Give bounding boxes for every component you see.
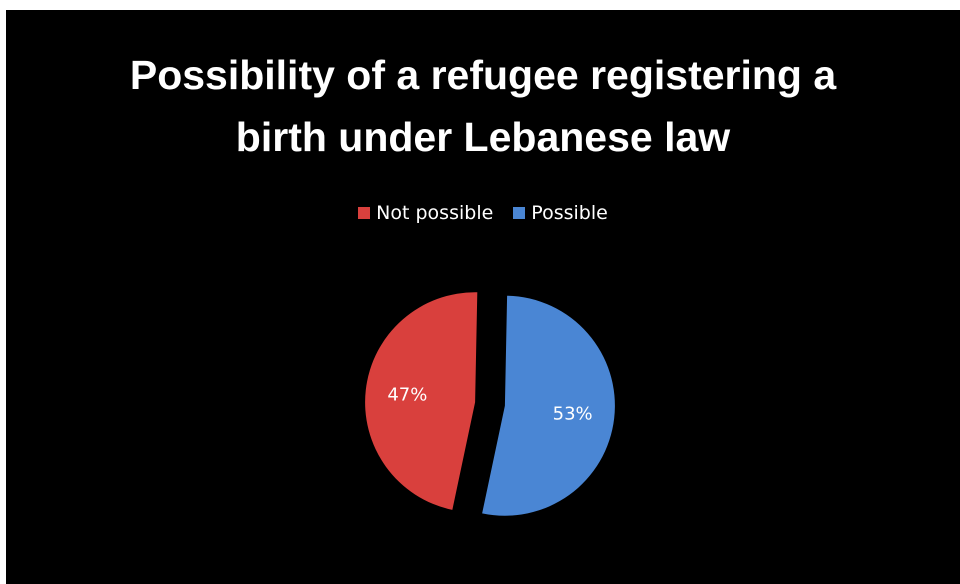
legend-item-possible: Possible bbox=[513, 202, 608, 224]
legend-label-not-possible: Not possible bbox=[376, 202, 494, 224]
chart-area: Possibility of a refugee registering a b… bbox=[6, 10, 960, 584]
legend-label-possible: Possible bbox=[531, 202, 608, 224]
legend-swatch-not-possible bbox=[358, 207, 371, 219]
legend-item-not-possible: Not possible bbox=[358, 202, 493, 224]
pie-slice-not-possible bbox=[365, 292, 478, 510]
legend: Not possible Possible bbox=[6, 202, 960, 224]
chart-title-line-1: Possibility of a refugee registering a bbox=[129, 52, 837, 98]
chart-title: Possibility of a refugee registering a b… bbox=[6, 44, 960, 168]
data-label-not-possible: 47% bbox=[387, 385, 427, 406]
data-label-possible: 53% bbox=[553, 403, 593, 424]
pie-slice-possible bbox=[482, 295, 615, 516]
pie-chart: 47% 53% bbox=[365, 292, 615, 516]
chart-title-line-2: birth under Lebanese law bbox=[235, 114, 731, 160]
legend-swatch-possible bbox=[513, 207, 526, 219]
